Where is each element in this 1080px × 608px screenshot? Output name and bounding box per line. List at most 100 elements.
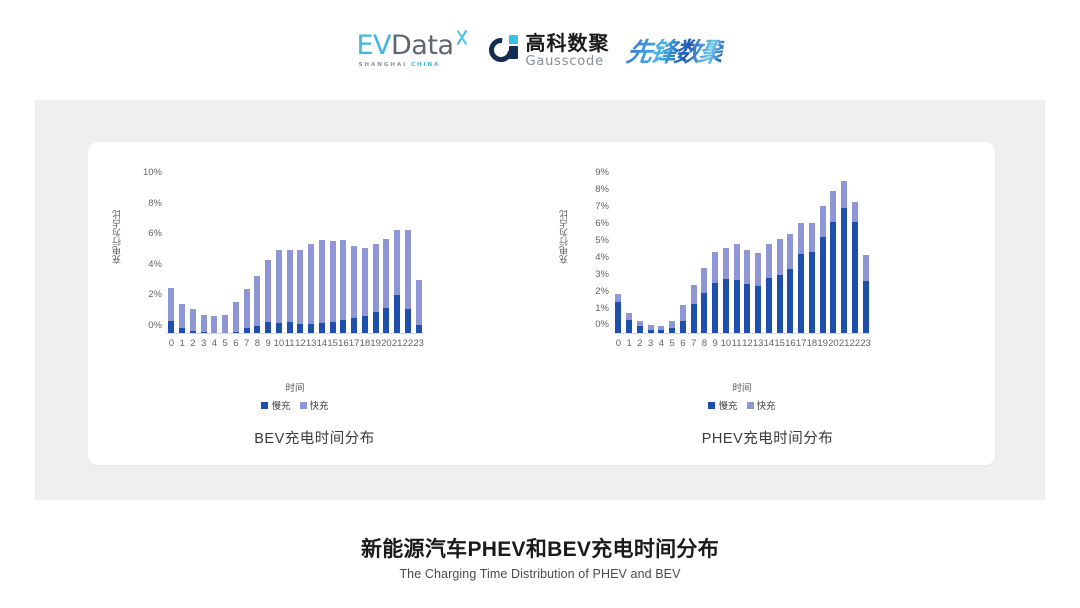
- stacked-bar: [179, 303, 186, 334]
- x-tick-label: 8: [701, 338, 708, 349]
- evdata-wordmark: EV Data: [356, 32, 471, 59]
- bar-segment-fast: [862, 254, 869, 281]
- bar-column: [360, 172, 371, 334]
- stacked-bar: [722, 247, 729, 334]
- stacked-bar: [329, 240, 336, 334]
- legend-item-fast: 快充: [746, 398, 776, 412]
- x-tick-label: 2: [637, 338, 643, 349]
- bar-segment-slow: [733, 279, 740, 334]
- bar-segment-fast: [755, 253, 762, 287]
- y-tick-label: 2%: [148, 289, 162, 300]
- bar-segment-fast: [308, 243, 315, 324]
- bar-segment-fast: [286, 250, 293, 322]
- legend-item-fast: 快充: [299, 398, 329, 412]
- x-tick-label: 4: [211, 338, 218, 349]
- stacked-bar: [243, 289, 250, 334]
- stacked-bar: [275, 250, 282, 334]
- bar-column: [613, 172, 624, 334]
- stacked-bar: [808, 223, 815, 334]
- bar-segment-slow: [819, 237, 826, 334]
- figure-title: 新能源汽车PHEV和BEV充电时间分布: [360, 538, 720, 561]
- bar-column: [381, 172, 392, 334]
- x-tick-label: 10: [273, 338, 285, 349]
- x-tick-label: 21: [391, 338, 403, 349]
- evdata-logo: EV Data SHANGHAI CHINA: [356, 32, 471, 68]
- x-tick-label: 23: [860, 338, 871, 349]
- bar-segment-slow: [297, 323, 304, 334]
- y-tick-label: 9%: [595, 167, 609, 178]
- stacked-bar: [351, 245, 358, 334]
- bar-segment-fast: [361, 248, 368, 317]
- gausscode-mark-icon: [484, 33, 519, 67]
- stacked-bar: [679, 304, 686, 334]
- stacked-bar: [211, 316, 218, 334]
- bar-segment-slow: [329, 322, 336, 334]
- x-tick-label: 13: [752, 338, 764, 349]
- x-tick-label: 4: [658, 338, 665, 349]
- stacked-bar: [200, 314, 207, 334]
- stacked-bar: [265, 259, 272, 334]
- legend-label-slow: 慢充: [718, 401, 738, 412]
- y-tick-label: 8%: [595, 183, 609, 195]
- bar-segment-fast: [200, 314, 207, 333]
- chart-bev-caption: BEV充电时间分布: [254, 431, 375, 447]
- x-tick-label: 6: [233, 338, 239, 349]
- bar-segment-slow: [701, 292, 708, 334]
- x-tick-label: 9: [712, 338, 718, 349]
- legend-item-slow: 慢充: [261, 398, 291, 412]
- bar-segment-slow: [383, 307, 390, 334]
- chart-bev-plot-area: 充电行为占比 10% 8% 6% 4% 2% 0% 0 1 2 3 4 5 6 7 8 9 10 11 12 13 1…: [88, 168, 541, 357]
- bar-segment-fast: [383, 238, 390, 308]
- bar-segment-fast: [415, 279, 422, 326]
- square-dark-icon: [509, 46, 519, 59]
- chart-bev-legend: 慢充 快充: [166, 398, 424, 412]
- x-tick-label: 7: [243, 338, 250, 349]
- bar-column: [796, 172, 807, 334]
- stacked-bar: [787, 234, 794, 334]
- bar-segment-fast: [168, 287, 175, 322]
- evdata-ev-text: EV: [356, 30, 392, 61]
- stacked-bar: [798, 223, 805, 334]
- bar-segment-slow: [851, 221, 858, 334]
- charts-row: 充电行为占比 10% 8% 6% 4% 2% 0% 0 1 2 3 4 5 6 7 8 9 10 11 12 13 1…: [88, 142, 995, 465]
- bar-segment-slow: [308, 323, 315, 334]
- x-tick-label: 3: [647, 338, 654, 349]
- bar-column: [263, 172, 274, 334]
- bar-segment-slow: [744, 283, 751, 334]
- bar-segment-slow: [755, 286, 762, 334]
- x-tick-label: 12: [295, 338, 306, 349]
- bar-segment-fast: [275, 250, 282, 323]
- bar-segment-fast: [690, 284, 697, 305]
- bar-column: [753, 172, 764, 334]
- bar-segment-slow: [669, 328, 676, 334]
- bar-column: [850, 172, 861, 334]
- bar-column: [338, 172, 349, 334]
- bar-segment-fast: [351, 245, 358, 319]
- x-tick-label: 6: [680, 338, 686, 349]
- bar-segment-slow: [340, 320, 347, 334]
- stacked-bar: [394, 229, 401, 334]
- bar-segment-slow: [168, 321, 175, 334]
- bar-segment-fast: [787, 234, 794, 269]
- bar-segment-slow: [808, 251, 815, 334]
- bar-segment-slow: [265, 322, 272, 334]
- stacked-bar: [765, 243, 772, 334]
- x-tick-label: 11: [284, 338, 295, 349]
- bar-segment-fast: [765, 243, 772, 278]
- bar-segment-fast: [329, 240, 336, 323]
- x-tick-label: 20: [828, 338, 839, 349]
- x-tick-label: 15: [327, 338, 338, 349]
- x-tick-label: 20: [381, 338, 392, 349]
- y-tick-label: 4%: [148, 258, 162, 270]
- logo-bar: EV Data SHANGHAI CHINA 高科数聚 Gausscode 先锋数…: [0, 22, 1080, 78]
- bar-segment-slow: [415, 325, 422, 334]
- legend-item-slow: 慢充: [708, 398, 738, 412]
- bar-column: [839, 172, 850, 334]
- bar-segment-slow: [275, 322, 282, 334]
- bar-segment-fast: [372, 243, 379, 313]
- stacked-bar: [851, 201, 858, 334]
- x-tick-label: 11: [731, 338, 742, 349]
- x-tick-label: 19: [817, 338, 828, 349]
- bar-segment-fast: [626, 312, 633, 320]
- y-tick-label: 6%: [148, 228, 162, 239]
